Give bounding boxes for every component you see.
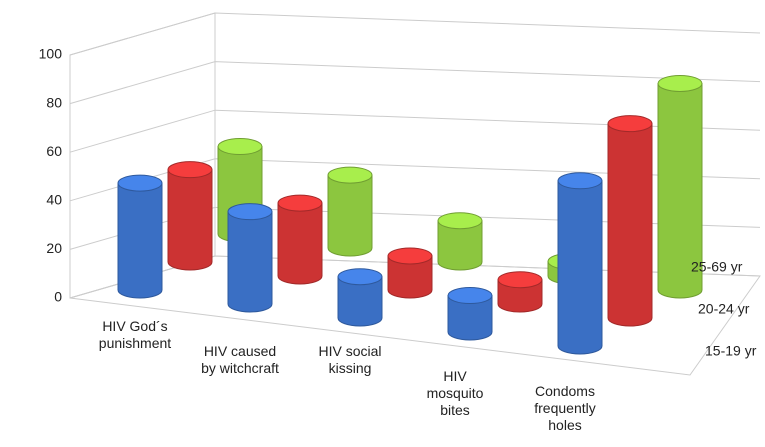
bar-top bbox=[227, 203, 273, 221]
bar-top bbox=[327, 166, 373, 184]
bar-top bbox=[277, 194, 323, 212]
bar bbox=[497, 279, 543, 313]
x-tick-label: HIV caused by witchcraft bbox=[201, 343, 279, 376]
series-label: 20-24 yr bbox=[698, 301, 750, 317]
y-tick-label: 0 bbox=[54, 289, 62, 305]
bar bbox=[657, 82, 703, 299]
bar bbox=[557, 180, 603, 355]
x-tick-label: HIV social kissing bbox=[318, 343, 382, 376]
grid-line bbox=[69, 109, 761, 153]
bar-top bbox=[437, 212, 483, 230]
bar-top bbox=[607, 115, 653, 133]
bar bbox=[387, 255, 433, 299]
bar-top bbox=[337, 268, 383, 286]
grid-line bbox=[69, 61, 761, 105]
bar-top bbox=[447, 287, 493, 305]
bar bbox=[327, 174, 373, 257]
bar-top bbox=[117, 174, 163, 192]
bar bbox=[277, 202, 323, 285]
bar-top bbox=[167, 161, 213, 179]
y-tick-label: 60 bbox=[46, 143, 62, 159]
bar bbox=[117, 182, 163, 299]
bar bbox=[447, 295, 493, 341]
bar-top bbox=[497, 271, 543, 289]
bar bbox=[607, 123, 653, 327]
series-label: 25-69 yr bbox=[691, 259, 743, 275]
bar-top bbox=[557, 172, 603, 190]
y-tick-label: 20 bbox=[46, 240, 62, 256]
bar bbox=[227, 211, 273, 313]
x-tick-label: Condoms frequently holes bbox=[534, 383, 596, 433]
bar-top bbox=[217, 138, 263, 156]
x-tick-label: HIV mosquito bites bbox=[426, 368, 484, 418]
y-tick-label: 80 bbox=[46, 94, 62, 110]
bar bbox=[437, 220, 483, 271]
series-label: 15-19 yr bbox=[705, 343, 757, 359]
x-tick-label: HIV God´s punishment bbox=[98, 318, 172, 351]
bar bbox=[337, 276, 383, 327]
bar-top bbox=[387, 247, 433, 265]
y-tick-label: 100 bbox=[39, 46, 63, 62]
bar bbox=[167, 169, 213, 271]
bar-top bbox=[657, 74, 703, 92]
y-tick-label: 40 bbox=[46, 192, 62, 208]
grid-line bbox=[69, 12, 761, 56]
